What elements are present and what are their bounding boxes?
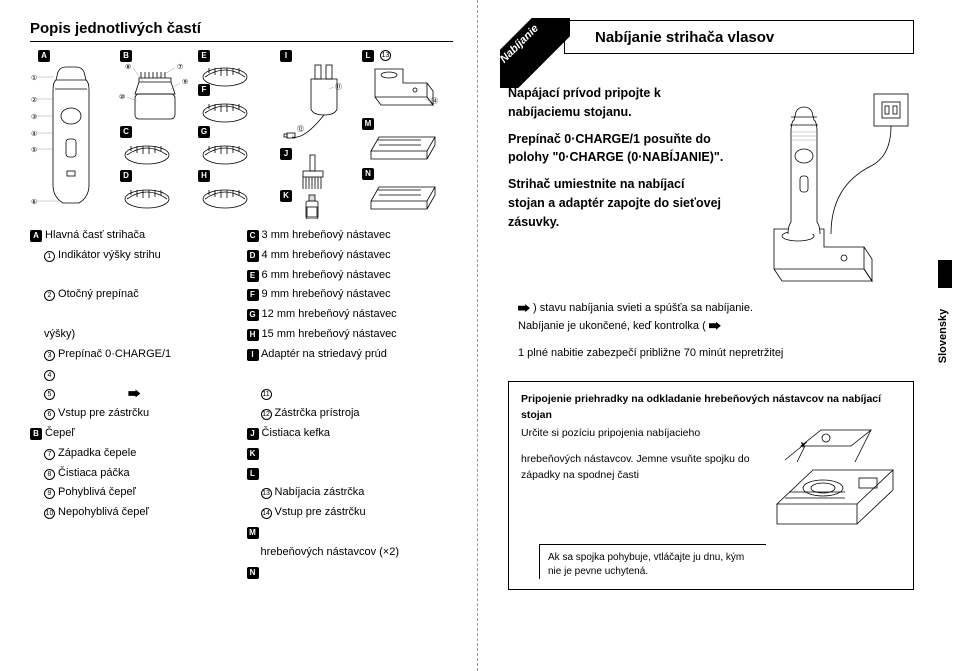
svg-text:⑨: ⑨ [182,78,188,86]
parts-row: N [247,563,454,583]
parts-row [30,266,237,286]
attach-body: Určite si pozíciu pripojenia nabíjacieho… [521,426,763,536]
drawing-tray-N [362,172,440,214]
parts-col-1: A Hlavná časť strihača1 Indikátor výšky … [30,226,237,582]
step3: Strihač umiestnite na nabíjací stojan a … [508,175,724,231]
parts-col-2: C 3 mm hrebeňový nástavecD 4 mm hrebeňov… [247,226,454,582]
parts-diagram: A B E I L 13 ① ② ③ ④ ⑤ ⑥ ⑦ ⑧ [30,50,453,220]
parts-row: J Čistiaca kefka [247,424,454,444]
right-title: Nabíjanie strihača vlasov [564,20,914,54]
step1: Napájací prívod pripojte k nabíjaciemu s… [508,84,724,122]
svg-text:⑫: ⑫ [297,125,304,133]
parts-row: I Adaptér na striedavý prúd [247,345,454,365]
left-page: Popis jednotlivých častí A B E I L 13 ① … [0,0,477,671]
parts-row [247,365,454,385]
drawing-adapter: ⑪ ⑫ [278,58,348,148]
parts-row: 9 Pohyblivá čepeľ [30,483,237,503]
svg-text:⑭: ⑭ [431,97,438,105]
svg-text:⑥: ⑥ [31,198,37,206]
step2: Prepínač 0·CHARGE/1 posuňte do polohy "0… [508,130,724,168]
parts-row: H 15 mm hrebeňový nástavec [247,325,454,345]
parts-list: A Hlavná časť strihača1 Indikátor výšky … [30,226,453,582]
parts-row: F 9 mm hrebeňový nástavec [247,285,454,305]
parts-row: M [247,523,454,543]
comb-F [196,94,252,124]
parts-row: L [247,464,454,484]
parts-row: K [247,444,454,464]
parts-row: 12 Zástrčka prístroja [247,404,454,424]
svg-text:⑦: ⑦ [177,63,183,71]
left-title: Popis jednotlivých častí [30,20,453,42]
comb-C [118,136,174,166]
svg-text:⑤: ⑤ [31,146,37,154]
parts-row: 3 Prepínač 0·CHARGE/1 [30,345,237,365]
parts-row: E 6 mm hrebeňový nástavec [247,266,454,286]
parts-row: 10 Nepohyblivá čepeľ [30,503,237,523]
svg-text:⑩: ⑩ [119,93,125,101]
svg-text:③: ③ [31,113,37,121]
parts-row: G 12 mm hrebeňový nástavec [247,305,454,325]
parts-row: hrebeňových nástavcov (×2) [247,543,454,563]
svg-text:④: ④ [31,130,37,138]
drawing-main-body: ① ② ③ ④ ⑤ ⑥ [30,60,110,220]
plug-icon-2 [709,322,721,330]
attach-heading: Pripojenie priehradky na odkladanie hreb… [521,392,901,424]
parts-row [30,305,237,325]
charging-text: Napájací prívod pripojte k nabíjaciemu s… [508,84,724,294]
charging-instructions: Napájací prívod pripojte k nabíjaciemu s… [508,84,914,294]
comb-H [196,180,252,210]
parts-row: 7 Západka čepele [30,444,237,464]
parts-row: výšky) [30,325,237,345]
drawing-brush [292,152,332,192]
drawing-charger: ⑭ [360,58,440,114]
drawing-tray-M [362,122,440,164]
parts-row: 13 Nabíjacia zástrčka [247,483,454,503]
right-page: Nabíjanie Nabíjanie strihača vlasov Napá… [477,0,954,671]
charge-note-2: 1 plné nabitie zabezpečí približne 70 mi… [508,345,914,363]
drawing-oil [295,190,325,220]
parts-row: 4 [30,365,237,385]
parts-row: 11 [247,384,454,404]
attachment-box: Pripojenie priehradky na odkladanie hreb… [508,381,914,591]
parts-row: 2 Otočný prepínač [30,285,237,305]
drawing-blade: ⑦ ⑧ ⑨ ⑩ [114,58,194,128]
svg-text:①: ① [31,74,37,82]
badge-K: K [280,190,292,202]
svg-text:⑧: ⑧ [125,63,131,71]
parts-row: B Čepeľ [30,424,237,444]
svg-text:⑪: ⑪ [335,83,342,91]
charge-note-1: ) stavu nabíjania svieti a spúšťa sa nab… [508,300,914,335]
comb-E [196,58,252,88]
parts-row: D 4 mm hrebeňový nástavec [247,246,454,266]
svg-text:②: ② [31,96,37,104]
badge-J: J [280,148,292,160]
parts-row: 1 Indikátor výšky strihu [30,246,237,266]
comb-D [118,180,174,210]
language-tab: Slovensky [926,260,952,370]
attach-illustration [771,426,901,536]
parts-row: 14 Vstup pre zástrčku [247,503,454,523]
parts-row: A Hlavná časť strihača [30,226,237,246]
plug-icon [518,304,530,312]
parts-row: 8 Čistiaca páčka [30,464,237,484]
comb-G [196,136,252,166]
attach-note: Ak sa spojka pohybuje, vtláčajte ju dnu,… [539,544,766,579]
parts-row: C 3 mm hrebeňový nástavec [247,226,454,246]
charging-illustration [734,84,914,294]
parts-row: 6 Vstup pre zástrčku [30,404,237,424]
ribbon: Nabíjanie [500,18,570,88]
parts-row: 5 [30,384,237,404]
